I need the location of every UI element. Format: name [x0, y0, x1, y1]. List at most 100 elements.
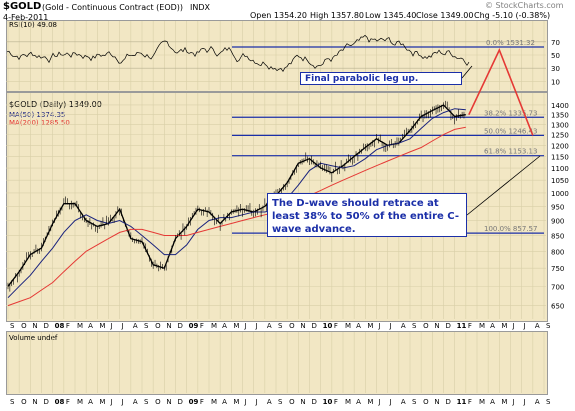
x-axis-label: F: [334, 322, 338, 330]
x-axis-label-bottom: D: [44, 398, 49, 406]
low-value: Low 1345.40: [365, 11, 417, 20]
x-axis-label-bottom: N: [166, 398, 171, 406]
fib-level-label: 38.2% 1335.73: [484, 109, 537, 117]
x-axis-label-bottom: M: [479, 398, 485, 406]
x-axis-label: N: [300, 322, 305, 330]
x-axis-label: S: [412, 322, 417, 330]
x-axis-label-bottom: D: [312, 398, 317, 406]
price-tick-label: 1200: [551, 142, 569, 150]
symbol-description: (Gold - Continuous Contract (EOD)): [42, 3, 184, 12]
x-axis-label-bottom: F: [468, 398, 472, 406]
x-axis-label-bottom: S: [10, 398, 15, 406]
x-axis-label: 09: [189, 322, 199, 330]
x-axis-label-bottom: A: [535, 398, 540, 406]
x-axis-label-bottom: M: [99, 398, 105, 406]
x-axis-label: M: [211, 322, 217, 330]
watermark: © StockCharts.com: [485, 1, 564, 10]
x-axis-label-bottom: O: [155, 398, 161, 406]
x-axis-label: A: [401, 322, 406, 330]
x-axis-label: A: [490, 322, 495, 330]
ma50-legend: MA(50) 1374.35: [9, 111, 66, 119]
high-value: High 1357.80: [310, 11, 365, 20]
x-axis-label-bottom: O: [21, 398, 27, 406]
x-axis-label-bottom: D: [446, 398, 451, 406]
x-axis-label: O: [21, 322, 27, 330]
price-tick-label: 900: [551, 218, 564, 226]
price-tick-label: 1300: [551, 121, 569, 129]
x-axis-label-bottom: A: [401, 398, 406, 406]
x-axis-label: M: [233, 322, 239, 330]
x-axis-label: J: [255, 322, 258, 330]
x-axis-label-bottom: M: [233, 398, 239, 406]
x-axis-label: S: [278, 322, 283, 330]
x-axis-label: M: [99, 322, 105, 330]
rsi-label: RSI(10) 49.08: [9, 21, 58, 29]
x-axis-label: O: [155, 322, 161, 330]
price-tick-label: 1350: [551, 111, 569, 119]
price-tick-label: 750: [551, 265, 564, 273]
x-axis-label-bottom: J: [244, 398, 247, 406]
x-axis-label: M: [479, 322, 485, 330]
x-axis-label: J: [523, 322, 526, 330]
close-value: Close 1349.00: [416, 11, 474, 20]
x-axis-label: M: [367, 322, 373, 330]
price-tick-label: 650: [551, 303, 564, 311]
x-axis-label-bottom: 09: [189, 398, 199, 406]
x-axis-label-bottom: O: [423, 398, 429, 406]
x-axis-label-bottom: F: [334, 398, 338, 406]
x-axis-label-bottom: J: [255, 398, 258, 406]
x-axis-label: J: [110, 322, 113, 330]
x-axis-label: J: [512, 322, 515, 330]
x-axis-label: N: [434, 322, 439, 330]
price-tick-label: 700: [551, 283, 564, 291]
x-axis-label: A: [88, 322, 93, 330]
x-axis-label: S: [10, 322, 15, 330]
x-axis-label: N: [166, 322, 171, 330]
x-axis-label-bottom: A: [267, 398, 272, 406]
exchange-label: INDX: [190, 3, 210, 12]
rsi-tick-label: 30: [551, 65, 560, 73]
x-axis-label-bottom: J: [121, 398, 124, 406]
x-axis-label: D: [312, 322, 317, 330]
date-label: 4-Feb-2011: [3, 13, 49, 22]
x-axis-label: A: [267, 322, 272, 330]
x-axis-label: F: [200, 322, 204, 330]
volume-label: Volume undef: [9, 334, 58, 342]
x-axis-label: A: [133, 322, 138, 330]
x-axis-label-bottom: S: [412, 398, 417, 406]
price-tick-label: 1150: [551, 153, 569, 161]
x-axis-label-bottom: F: [200, 398, 204, 406]
x-axis-label-bottom: J: [110, 398, 113, 406]
x-axis-label-bottom: M: [501, 398, 507, 406]
fib-level-label: 50.0% 1246.43: [484, 127, 537, 135]
x-axis-label: M: [77, 322, 83, 330]
ma200-series-line: [7, 126, 466, 307]
x-axis-label-bottom: 11: [457, 398, 467, 406]
x-axis-label-bottom: M: [367, 398, 373, 406]
fib-level-label: 61.8% 1153.13: [484, 148, 537, 156]
x-axis-label: S: [144, 322, 149, 330]
x-axis-label-bottom: J: [512, 398, 515, 406]
x-axis-label: J: [389, 322, 392, 330]
x-axis-label-bottom: M: [77, 398, 83, 406]
x-axis-label-bottom: J: [389, 398, 392, 406]
x-axis-label-bottom: J: [378, 398, 381, 406]
annotation-pointer-parabolic: [461, 65, 473, 79]
x-axis-label-bottom: M: [345, 398, 351, 406]
x-axis-label-bottom: A: [88, 398, 93, 406]
change-value: Chg -5.10 (-0.38%): [474, 11, 551, 20]
x-axis-label: 08: [55, 322, 65, 330]
x-axis-label: A: [222, 322, 227, 330]
volume-panel: [6, 331, 548, 395]
x-axis-label-bottom: O: [289, 398, 295, 406]
x-axis-label: M: [345, 322, 351, 330]
rsi-tick-label: 70: [551, 39, 560, 47]
x-axis-label: D: [178, 322, 183, 330]
price-tick-label: 1050: [551, 177, 569, 185]
x-axis-label-bottom: A: [356, 398, 361, 406]
x-axis-label-bottom: A: [490, 398, 495, 406]
rsi-tick-label: 10: [551, 78, 560, 86]
x-axis-label-bottom: S: [144, 398, 149, 406]
